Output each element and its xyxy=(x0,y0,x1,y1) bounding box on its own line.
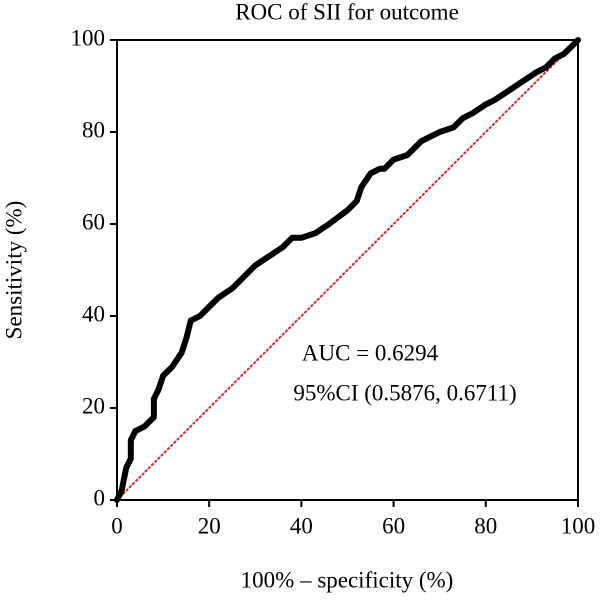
x-tick-label: 100 xyxy=(561,513,596,538)
roc-curve xyxy=(114,37,581,503)
y-tick-label: 80 xyxy=(82,117,105,142)
chart-title: ROC of SII for outcome xyxy=(235,0,459,24)
plot-frame xyxy=(116,39,579,501)
x-tick-label: 80 xyxy=(474,513,497,538)
annotation: 95%CI (0.5876, 0.6711) xyxy=(293,380,516,405)
y-tick-label: 0 xyxy=(94,485,106,510)
x-tick-label: 0 xyxy=(111,513,123,538)
y-tick-label: 100 xyxy=(71,25,106,50)
y-tick-label: 20 xyxy=(82,393,105,418)
reference-line xyxy=(116,39,579,501)
x-tick-label: 40 xyxy=(290,513,313,538)
y-axis-label: Sensitivity (%) xyxy=(1,201,26,340)
x-tick-label: 60 xyxy=(382,513,405,538)
y-tick-label: 40 xyxy=(82,301,105,326)
annotation: AUC = 0.6294 xyxy=(302,340,439,365)
y-tick-label: 60 xyxy=(82,209,105,234)
x-axis-label: 100% – specificity (%) xyxy=(241,567,454,592)
x-tick-label: 20 xyxy=(198,513,221,538)
